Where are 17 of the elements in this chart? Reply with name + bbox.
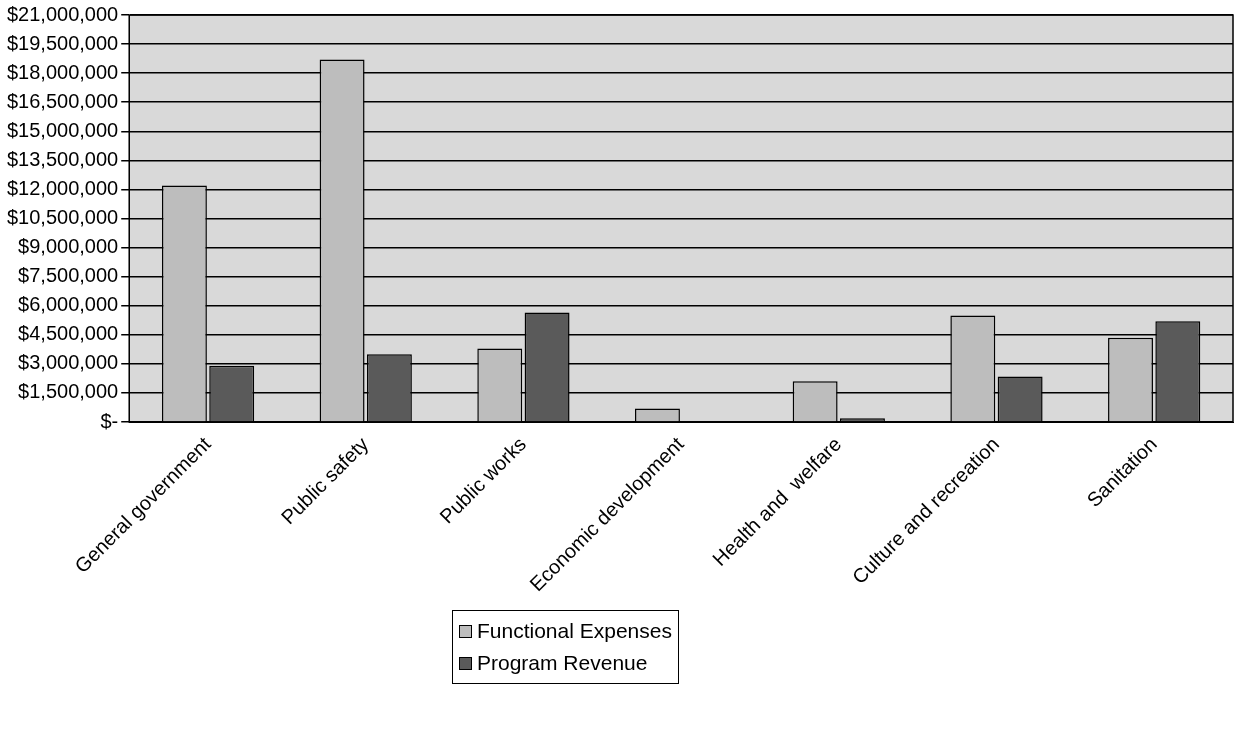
- y-tick-label: $6,000,000: [18, 293, 119, 316]
- y-tick-label: $3,000,000: [18, 351, 119, 374]
- y-tick-label: $16,500,000: [6, 89, 119, 112]
- legend-label: Program Revenue: [477, 651, 648, 675]
- y-tick-label: $15,000,000: [6, 118, 119, 141]
- y-tick-label: $12,000,000: [6, 176, 119, 199]
- y-tick-label: $21,000,000: [6, 2, 119, 25]
- y-tick-label: $1,500,000: [18, 380, 119, 403]
- y-tick-label: $9,000,000: [18, 235, 119, 258]
- y-tick-label: $-: [100, 409, 119, 432]
- y-tick-label: $19,500,000: [6, 31, 119, 54]
- y-tick-label: $10,500,000: [6, 206, 119, 229]
- y-tick-label: $4,500,000: [18, 322, 119, 345]
- y-tick-label: $13,500,000: [6, 147, 119, 170]
- y-tick-label: $18,000,000: [6, 60, 119, 83]
- y-tick-label: $7,500,000: [18, 264, 119, 287]
- legend-label: Functional Expenses: [477, 619, 672, 643]
